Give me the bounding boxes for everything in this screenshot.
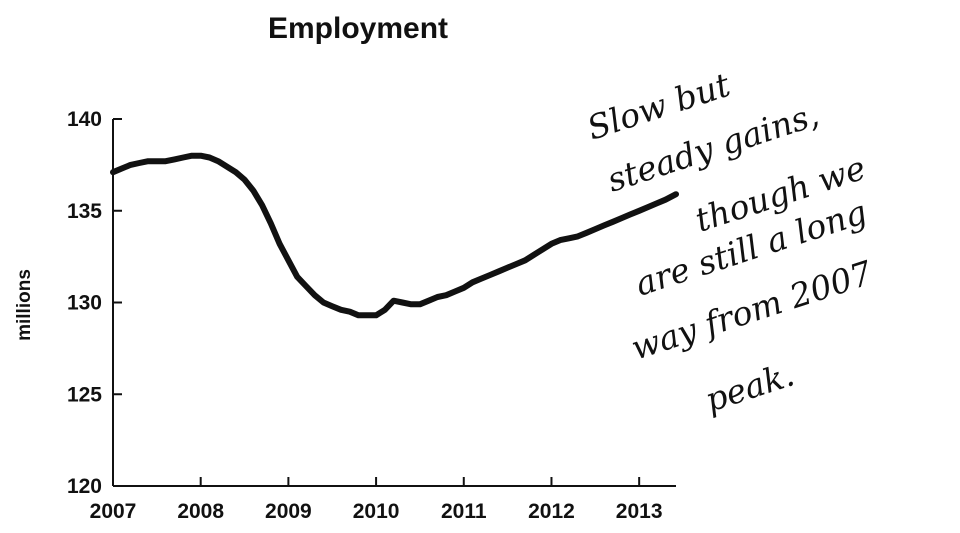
y-tick-label: 125 xyxy=(67,383,102,406)
x-tick-label: 2008 xyxy=(177,500,224,523)
x-tick-label: 2010 xyxy=(353,500,400,523)
y-tick-label: 140 xyxy=(67,108,102,131)
x-ticks: 2007 2008 2009 2010 2011 2012 2013 xyxy=(90,477,663,523)
x-tick-label: 2009 xyxy=(265,500,312,523)
employment-series-line xyxy=(110,152,679,319)
x-tick-label: 2011 xyxy=(441,500,487,523)
y-ticks: 120 125 130 135 140 xyxy=(67,108,122,498)
x-tick-label: 2013 xyxy=(616,500,663,523)
y-axis-label: millions xyxy=(14,269,35,341)
y-tick-label: 120 xyxy=(67,475,102,498)
x-tick-label: 2012 xyxy=(528,500,575,523)
annotation-line: peak. xyxy=(700,354,798,419)
y-tick-label: 130 xyxy=(67,292,102,315)
chart-title: Employment xyxy=(268,12,448,45)
y-tick-label: 135 xyxy=(67,200,102,223)
x-tick-label: 2007 xyxy=(90,500,137,523)
